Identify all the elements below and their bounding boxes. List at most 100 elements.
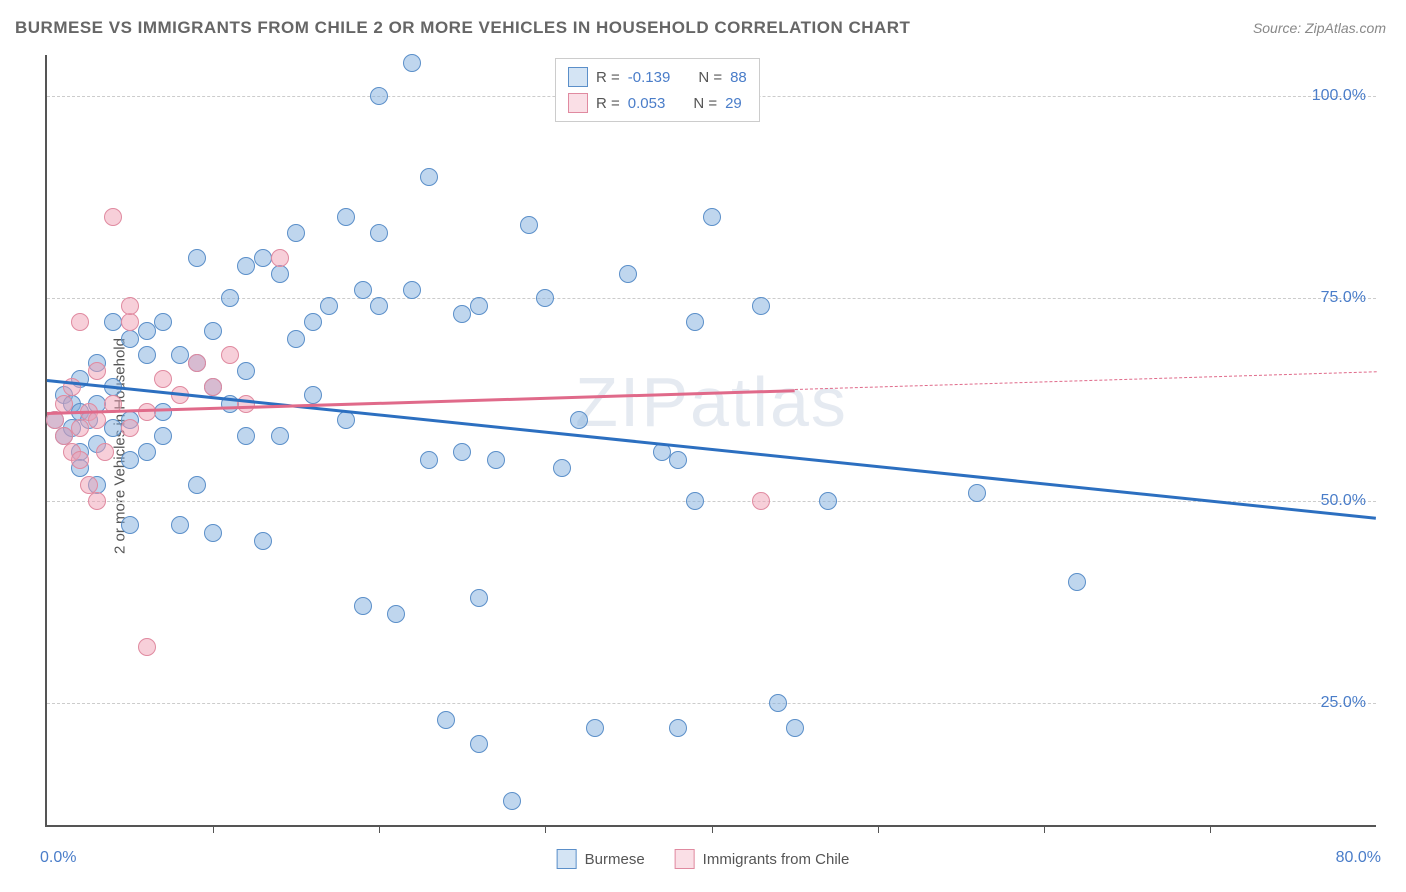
legend-swatch xyxy=(568,67,588,87)
data-point xyxy=(237,395,255,413)
correlation-legend: R = -0.139N = 88R = 0.053N = 29 xyxy=(555,58,760,122)
data-point xyxy=(420,451,438,469)
data-point xyxy=(703,208,721,226)
legend-r-value: -0.139 xyxy=(628,69,671,86)
legend-series-name: Burmese xyxy=(585,851,645,868)
data-point xyxy=(669,451,687,469)
legend-n-value: 88 xyxy=(730,69,747,86)
legend-n-label: N = xyxy=(693,95,717,112)
data-point xyxy=(188,476,206,494)
data-point xyxy=(88,492,106,510)
y-tick-label: 25.0% xyxy=(1321,694,1366,712)
x-tick-mark xyxy=(213,825,214,833)
x-tick-mark xyxy=(1044,825,1045,833)
grid-line xyxy=(47,298,1376,299)
data-point xyxy=(570,411,588,429)
x-axis-max-label: 80.0% xyxy=(1336,849,1381,867)
data-point xyxy=(354,597,372,615)
data-point xyxy=(237,427,255,445)
data-point xyxy=(337,208,355,226)
data-point xyxy=(154,370,172,388)
data-point xyxy=(96,443,114,461)
data-point xyxy=(370,224,388,242)
data-point xyxy=(819,492,837,510)
legend-item: Burmese xyxy=(557,849,645,869)
data-point xyxy=(370,297,388,315)
legend-row: R = 0.053N = 29 xyxy=(568,90,747,116)
legend-n-value: 29 xyxy=(725,95,742,112)
y-tick-label: 50.0% xyxy=(1321,492,1366,510)
data-point xyxy=(287,330,305,348)
data-point xyxy=(403,54,421,72)
data-point xyxy=(55,395,73,413)
data-point xyxy=(453,443,471,461)
watermark-text: ZIPatlas xyxy=(575,362,848,442)
data-point xyxy=(221,346,239,364)
data-point xyxy=(968,484,986,502)
x-tick-mark xyxy=(878,825,879,833)
data-point xyxy=(188,249,206,267)
data-point xyxy=(320,297,338,315)
x-tick-mark xyxy=(712,825,713,833)
legend-series-name: Immigrants from Chile xyxy=(703,851,850,868)
source-label: Source: ZipAtlas.com xyxy=(1253,20,1386,36)
data-point xyxy=(271,427,289,445)
data-point xyxy=(1068,573,1086,591)
trend-line xyxy=(47,379,1376,519)
data-point xyxy=(71,313,89,331)
data-point xyxy=(287,224,305,242)
data-point xyxy=(254,249,272,267)
data-point xyxy=(254,532,272,550)
data-point xyxy=(237,257,255,275)
data-point xyxy=(121,451,139,469)
data-point xyxy=(121,516,139,534)
data-point xyxy=(154,403,172,421)
data-point xyxy=(752,492,770,510)
data-point xyxy=(138,638,156,656)
data-point xyxy=(271,265,289,283)
chart-container: BURMESE VS IMMIGRANTS FROM CHILE 2 OR MO… xyxy=(0,0,1406,892)
legend-swatch xyxy=(675,849,695,869)
data-point xyxy=(154,427,172,445)
y-tick-label: 100.0% xyxy=(1312,87,1366,105)
trend-line-extrapolated xyxy=(795,371,1377,391)
data-point xyxy=(536,289,554,307)
data-point xyxy=(487,451,505,469)
data-point xyxy=(686,313,704,331)
legend-item: Immigrants from Chile xyxy=(675,849,850,869)
data-point xyxy=(271,249,289,267)
data-point xyxy=(387,605,405,623)
x-axis-min-label: 0.0% xyxy=(40,849,76,867)
data-point xyxy=(470,735,488,753)
data-point xyxy=(470,589,488,607)
data-point xyxy=(71,451,89,469)
legend-n-label: N = xyxy=(698,69,722,86)
grid-line xyxy=(47,501,1376,502)
data-point xyxy=(503,792,521,810)
data-point xyxy=(470,297,488,315)
legend-r-value: 0.053 xyxy=(628,95,666,112)
data-point xyxy=(171,516,189,534)
data-point xyxy=(121,297,139,315)
data-point xyxy=(204,378,222,396)
data-point xyxy=(769,694,787,712)
x-tick-mark xyxy=(379,825,380,833)
data-point xyxy=(304,313,322,331)
data-point xyxy=(403,281,421,299)
data-point xyxy=(619,265,637,283)
data-point xyxy=(420,168,438,186)
legend-row: R = -0.139N = 88 xyxy=(568,64,747,90)
data-point xyxy=(71,419,89,437)
data-point xyxy=(221,289,239,307)
data-point xyxy=(752,297,770,315)
data-point xyxy=(138,322,156,340)
data-point xyxy=(121,313,139,331)
data-point xyxy=(304,386,322,404)
data-point xyxy=(154,313,172,331)
x-tick-mark xyxy=(545,825,546,833)
legend-swatch xyxy=(557,849,577,869)
data-point xyxy=(188,354,206,372)
data-point xyxy=(121,419,139,437)
chart-title: BURMESE VS IMMIGRANTS FROM CHILE 2 OR MO… xyxy=(15,18,910,38)
data-point xyxy=(686,492,704,510)
